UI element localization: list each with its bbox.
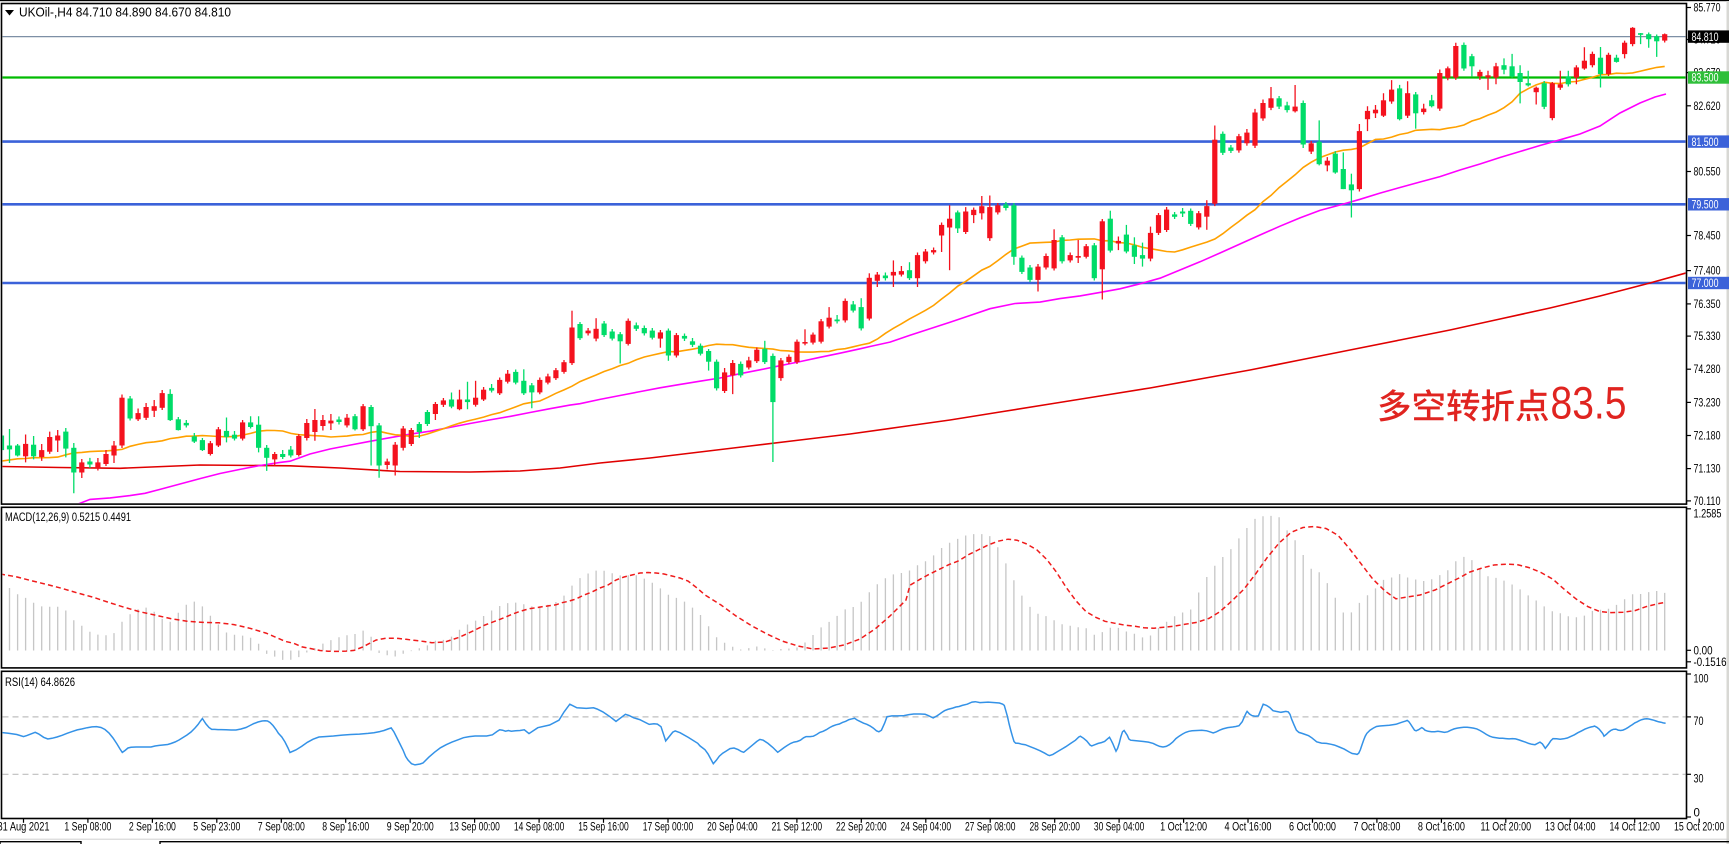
svg-text:1 Oct 12:00: 1 Oct 12:00 (1160, 822, 1207, 834)
svg-text:6 Oct 00:00: 6 Oct 00:00 (1289, 822, 1336, 834)
svg-text:76.350: 76.350 (1694, 299, 1721, 311)
svg-text:8 Oct 16:00: 8 Oct 16:00 (1418, 822, 1465, 834)
svg-text:21 Sep 12:00: 21 Sep 12:00 (772, 822, 823, 834)
svg-text:0.00: 0.00 (1694, 645, 1713, 657)
svg-text:31 Aug 2021: 31 Aug 2021 (0, 822, 50, 834)
svg-text:72.180: 72.180 (1694, 431, 1721, 443)
svg-text:22 Sep 20:00: 22 Sep 20:00 (836, 822, 887, 834)
svg-text:73.230: 73.230 (1694, 397, 1721, 409)
svg-text:-0.1516: -0.1516 (1694, 657, 1727, 669)
svg-text:74.280: 74.280 (1694, 364, 1721, 376)
svg-text:4 Oct 16:00: 4 Oct 16:00 (1225, 822, 1272, 834)
svg-text:0: 0 (1694, 808, 1700, 820)
svg-text:13 Sep 00:00: 13 Sep 00:00 (449, 822, 500, 834)
svg-text:83.5: 83.5 (1551, 378, 1627, 429)
svg-text:5 Sep 23:00: 5 Sep 23:00 (193, 822, 240, 834)
svg-text:77.000: 77.000 (1692, 278, 1719, 290)
svg-text:9 Sep 20:00: 9 Sep 20:00 (387, 822, 434, 834)
svg-text:81.500: 81.500 (1692, 137, 1719, 149)
svg-text:30 Sep 04:00: 30 Sep 04:00 (1094, 822, 1145, 834)
svg-text:2 Sep 16:00: 2 Sep 16:00 (129, 822, 176, 834)
svg-text:30: 30 (1694, 773, 1704, 785)
svg-text:24 Sep 04:00: 24 Sep 04:00 (901, 822, 952, 834)
svg-text:77.400: 77.400 (1694, 266, 1721, 278)
svg-text:80.550: 80.550 (1694, 167, 1721, 179)
svg-text:75.330: 75.330 (1694, 331, 1721, 343)
svg-text:15 Sep 16:00: 15 Sep 16:00 (578, 822, 629, 834)
svg-text:27 Sep 08:00: 27 Sep 08:00 (965, 822, 1016, 834)
svg-text:RSI(14) 64.8626: RSI(14) 64.8626 (5, 677, 75, 689)
svg-text:14 Sep 08:00: 14 Sep 08:00 (514, 822, 565, 834)
svg-text:17 Sep 00:00: 17 Sep 00:00 (643, 822, 694, 834)
svg-text:70.110: 70.110 (1694, 496, 1721, 508)
svg-text:14 Oct 12:00: 14 Oct 12:00 (1609, 822, 1660, 834)
svg-text:13 Oct 04:00: 13 Oct 04:00 (1545, 822, 1596, 834)
svg-text:MACD(12,26,9) 0.5215 0.4491: MACD(12,26,9) 0.5215 0.4491 (5, 512, 131, 524)
svg-text:15 Oct 20:00: 15 Oct 20:00 (1674, 822, 1725, 834)
svg-text:71.130: 71.130 (1694, 464, 1721, 476)
svg-text:83.500: 83.500 (1692, 73, 1719, 85)
svg-text:84.810: 84.810 (1692, 32, 1719, 44)
svg-text:11 Oct 20:00: 11 Oct 20:00 (1481, 822, 1532, 834)
svg-text:20 Sep 04:00: 20 Sep 04:00 (707, 822, 758, 834)
svg-text:28 Sep 20:00: 28 Sep 20:00 (1029, 822, 1080, 834)
svg-text:82.620: 82.620 (1694, 101, 1721, 113)
svg-text:78.450: 78.450 (1694, 231, 1721, 243)
svg-text:8 Sep 16:00: 8 Sep 16:00 (322, 822, 369, 834)
svg-text:100: 100 (1694, 674, 1709, 686)
svg-text:1.2585: 1.2585 (1694, 509, 1722, 521)
svg-text:1 Sep 08:00: 1 Sep 08:00 (64, 822, 111, 834)
svg-text:7 Sep 08:00: 7 Sep 08:00 (258, 822, 305, 834)
svg-text:85.770: 85.770 (1694, 3, 1721, 15)
svg-text:70: 70 (1694, 716, 1704, 728)
svg-text:79.500: 79.500 (1692, 200, 1719, 212)
svg-text:7 Oct 08:00: 7 Oct 08:00 (1353, 822, 1400, 834)
svg-text:UKOil-,H4 84.710 84.890 84.67: UKOil-,H4 84.710 84.890 84.670 84.810 (19, 6, 231, 20)
